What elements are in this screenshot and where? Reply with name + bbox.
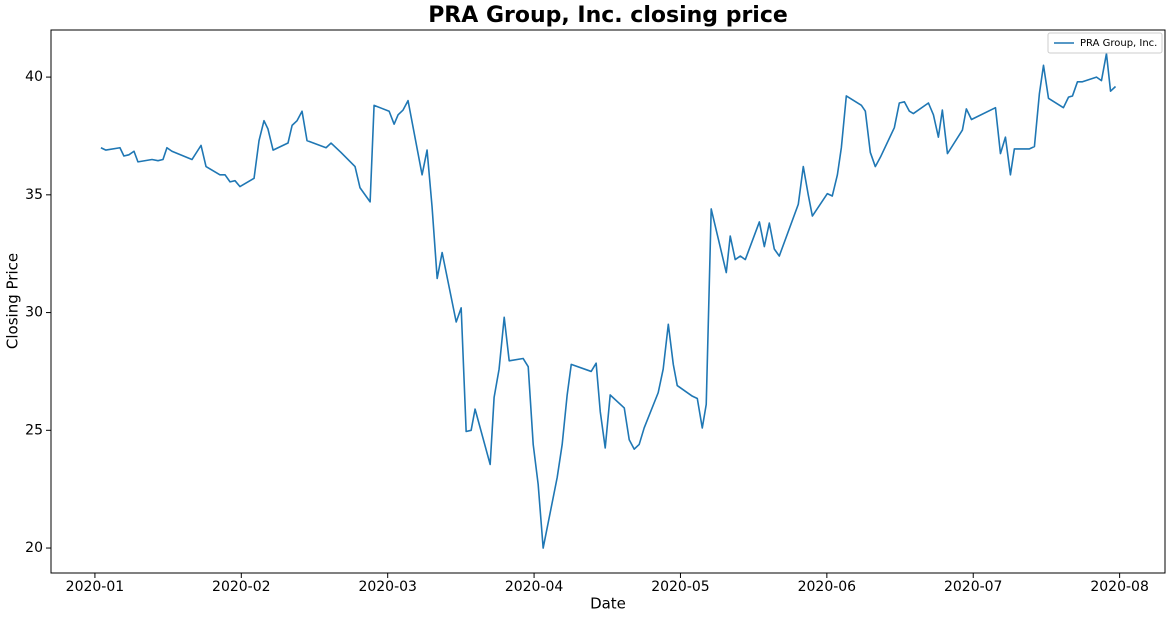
x-axis-label: Date — [590, 595, 626, 613]
x-tick-label: 2020-05 — [651, 579, 710, 595]
y-tick-label: 25 — [25, 422, 43, 438]
plot-frame — [50, 29, 1166, 574]
x-tick-label: 2020-06 — [798, 579, 857, 595]
x-tick-label: 2020-01 — [66, 579, 125, 595]
y-tick-label: 20 — [25, 540, 43, 556]
legend-label: PRA Group, Inc. — [1080, 38, 1157, 49]
x-tick-label: 2020-02 — [212, 579, 271, 595]
legend-box — [1047, 32, 1163, 54]
x-tick-label: 2020-03 — [358, 579, 417, 595]
x-tick-label: 2020-08 — [1090, 579, 1149, 595]
y-tick-label: 35 — [25, 187, 43, 203]
chart-title: PRA Group, Inc. closing price — [428, 3, 788, 28]
y-axis-label: Closing Price — [4, 253, 22, 349]
y-tick-label: 40 — [25, 69, 43, 85]
x-tick-label: 2020-07 — [944, 579, 1003, 595]
x-tick-label: 2020-04 — [505, 579, 564, 595]
line-series — [100, 52, 1117, 549]
y-tick-label: 30 — [25, 305, 43, 321]
